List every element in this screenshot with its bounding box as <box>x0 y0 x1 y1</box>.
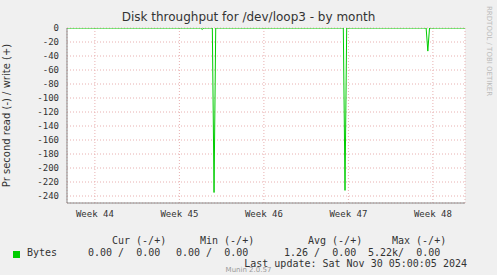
html-text:0.00 / 0.00: 0.00 / 0.00 <box>88 247 161 258</box>
svg-text:-160: -160 <box>37 135 59 145</box>
html-text:Cur (-/+): Cur (-/+) <box>112 235 167 246</box>
svg-text:Pr second read (-) / write (+): Pr second read (-) / write (+) <box>8 44 12 187</box>
svg-text:-40: -40 <box>43 51 59 61</box>
svg-text:Week 45: Week 45 <box>160 209 198 219</box>
svg-text:Week 47: Week 47 <box>329 209 367 219</box>
svg-text:-140: -140 <box>37 121 59 131</box>
svg-text:Week 48: Week 48 <box>414 209 452 219</box>
svg-text:-120: -120 <box>37 107 59 117</box>
html-text:RRDTOOL / TOBI OETIKER: RRDTOOL / TOBI OETIKER <box>485 6 493 97</box>
svg-text:Week 46: Week 46 <box>245 209 283 219</box>
svg-text:Week 44: Week 44 <box>76 209 114 219</box>
html-text:Last update: Sat Nov 30 05:00:: Last update: Sat Nov 30 05:00:05 2024 <box>244 258 467 269</box>
svg-text:-20: -20 <box>43 37 59 47</box>
svg-text:-220: -220 <box>37 177 59 187</box>
html-text:Avg (-/+): Avg (-/+) <box>308 235 363 246</box>
html-text:Min (-/+): Min (-/+) <box>200 235 255 246</box>
html-text:Max (-/+): Max (-/+) <box>392 235 447 246</box>
html-text:0.00 / 0.00: 0.00 / 0.00 <box>176 247 249 258</box>
html-text:Disk throughput for /dev/loop3: Disk throughput for /dev/loop3 - by mont… <box>121 10 376 24</box>
svg-text:-100: -100 <box>37 93 59 103</box>
svg-text:0: 0 <box>54 23 59 33</box>
svg-text:-240: -240 <box>37 191 59 201</box>
svg-text:-200: -200 <box>37 163 59 173</box>
html-text:Bytes: Bytes <box>27 247 58 258</box>
html-text:5.22k/ 0.00: 5.22k/ 0.00 <box>368 247 441 258</box>
svg-text:-180: -180 <box>37 149 59 159</box>
html-text:Munin 2.0.57: Munin 2.0.57 <box>225 266 272 274</box>
svg-text:-60: -60 <box>43 65 59 75</box>
svg-text:-80: -80 <box>43 79 59 89</box>
html-text:1.26 / 0.00: 1.26 / 0.00 <box>284 247 357 258</box>
